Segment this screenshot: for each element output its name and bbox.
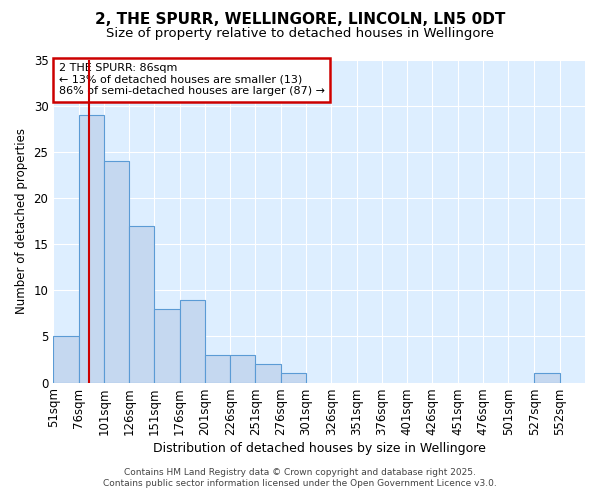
- Bar: [179, 300, 205, 382]
- Text: 2, THE SPURR, WELLINGORE, LINCOLN, LN5 0DT: 2, THE SPURR, WELLINGORE, LINCOLN, LN5 0…: [95, 12, 505, 28]
- Bar: [281, 374, 306, 382]
- Text: 2 THE SPURR: 86sqm
← 13% of detached houses are smaller (13)
86% of semi-detache: 2 THE SPURR: 86sqm ← 13% of detached hou…: [59, 63, 325, 96]
- Y-axis label: Number of detached properties: Number of detached properties: [15, 128, 28, 314]
- Bar: [535, 374, 560, 382]
- Bar: [256, 364, 281, 382]
- Bar: [154, 309, 179, 382]
- Bar: [129, 226, 154, 382]
- Bar: [104, 162, 129, 382]
- Bar: [79, 116, 104, 382]
- Bar: [53, 336, 79, 382]
- Bar: [230, 355, 256, 382]
- Text: Contains HM Land Registry data © Crown copyright and database right 2025.
Contai: Contains HM Land Registry data © Crown c…: [103, 468, 497, 487]
- X-axis label: Distribution of detached houses by size in Wellingore: Distribution of detached houses by size …: [153, 442, 485, 455]
- Text: Size of property relative to detached houses in Wellingore: Size of property relative to detached ho…: [106, 28, 494, 40]
- Bar: [205, 355, 230, 382]
